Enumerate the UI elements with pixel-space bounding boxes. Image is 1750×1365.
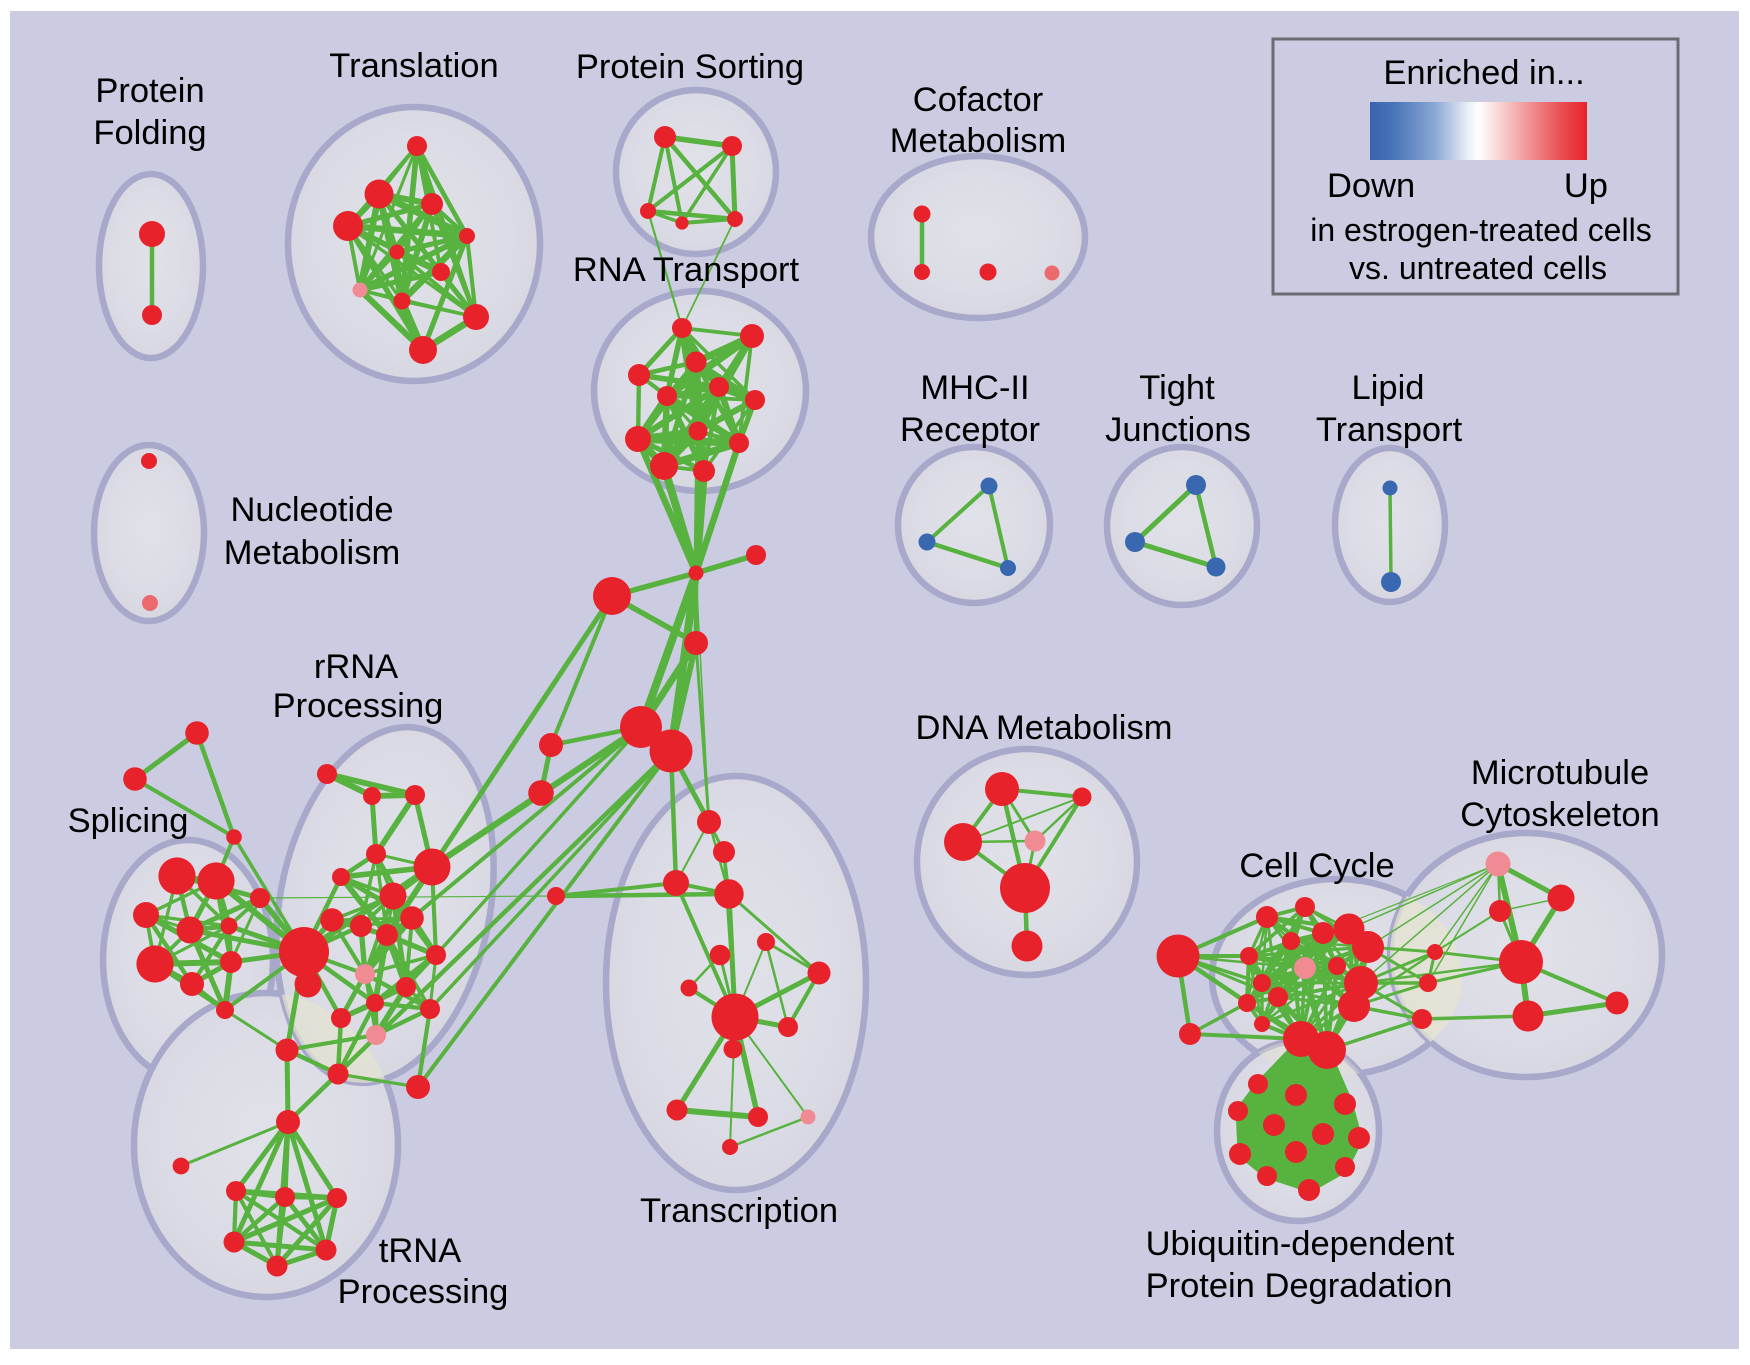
svg-text:Folding: Folding (93, 114, 206, 152)
svg-text:tRNA: tRNA (379, 1232, 461, 1270)
svg-text:Cell Cycle: Cell Cycle (1239, 847, 1394, 885)
svg-text:Protein Sorting: Protein Sorting (576, 48, 804, 86)
svg-text:Translation: Translation (329, 47, 498, 85)
svg-text:MHC-II: MHC-II (920, 369, 1029, 407)
svg-text:Junctions: Junctions (1105, 411, 1251, 449)
svg-text:Enriched in...: Enriched in... (1383, 54, 1584, 92)
svg-text:rRNA: rRNA (314, 648, 398, 686)
svg-text:Processing: Processing (338, 1273, 509, 1311)
svg-text:Ubiquitin-dependent: Ubiquitin-dependent (1146, 1225, 1455, 1263)
svg-text:Receptor: Receptor (900, 411, 1040, 449)
svg-text:Lipid: Lipid (1352, 369, 1425, 407)
svg-text:Splicing: Splicing (68, 802, 189, 840)
svg-text:Transport: Transport (1316, 411, 1463, 449)
svg-text:vs. untreated cells: vs. untreated cells (1349, 250, 1607, 286)
svg-text:Up: Up (1564, 167, 1608, 205)
svg-text:Tight: Tight (1139, 369, 1215, 407)
svg-text:Metabolism: Metabolism (224, 534, 400, 572)
svg-text:Nucleotide: Nucleotide (230, 491, 393, 529)
svg-text:Transcription: Transcription (640, 1192, 838, 1230)
svg-text:in estrogen-treated cells: in estrogen-treated cells (1310, 212, 1652, 248)
svg-text:Protein Degradation: Protein Degradation (1146, 1267, 1453, 1305)
svg-text:Cofactor: Cofactor (913, 81, 1043, 119)
svg-text:Microtubule: Microtubule (1471, 754, 1649, 792)
svg-text:Cytoskeleton: Cytoskeleton (1460, 796, 1659, 834)
svg-text:RNA Transport: RNA Transport (573, 251, 800, 289)
svg-text:DNA Metabolism: DNA Metabolism (916, 709, 1173, 747)
svg-text:Metabolism: Metabolism (890, 122, 1066, 160)
svg-text:Protein: Protein (95, 72, 204, 110)
svg-text:Processing: Processing (273, 687, 444, 725)
svg-text:Down: Down (1327, 167, 1415, 205)
